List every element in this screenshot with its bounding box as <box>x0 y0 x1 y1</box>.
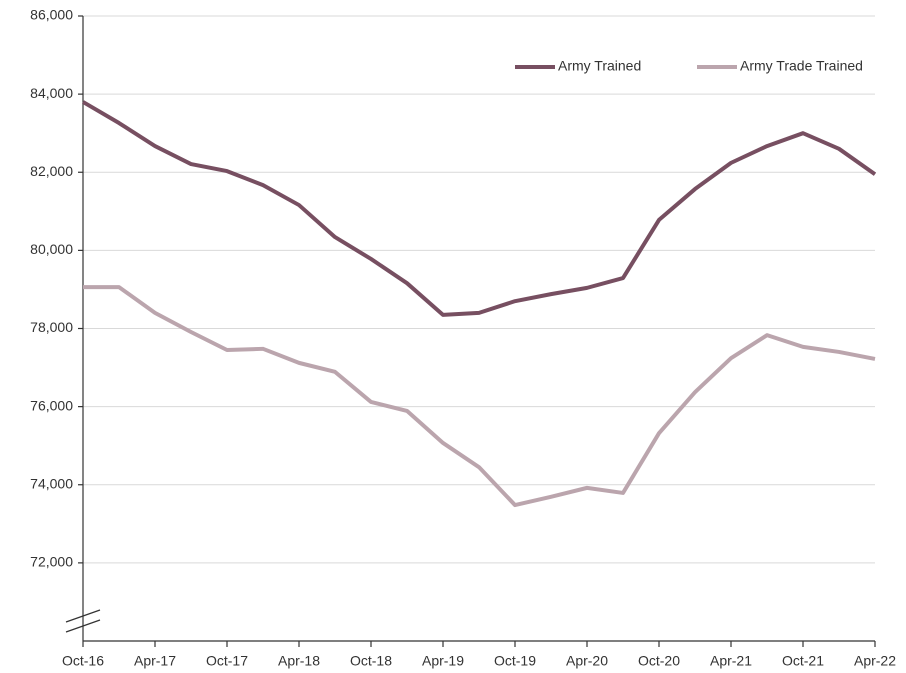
axis-break <box>65 609 101 623</box>
series-line <box>81 100 877 317</box>
x-tick-label: Oct-17 <box>206 653 248 669</box>
x-tick-label: Oct-21 <box>782 653 824 669</box>
x-tick-label: Apr-19 <box>422 653 464 669</box>
legend-label: Army Trained <box>558 58 641 74</box>
y-tick-label: 82,000 <box>30 163 73 179</box>
axis-break <box>65 619 101 633</box>
y-tick-label: 72,000 <box>30 554 73 570</box>
legend-label: Army Trade Trained <box>740 58 863 74</box>
y-tick-label: 80,000 <box>30 241 73 257</box>
y-tick-label: 74,000 <box>30 475 73 491</box>
series-line <box>83 285 876 508</box>
x-tick-label: Apr-17 <box>134 653 176 669</box>
x-tick-label: Oct-16 <box>62 653 104 669</box>
x-tick-label: Apr-20 <box>566 653 608 669</box>
y-tick-label: 78,000 <box>30 319 73 335</box>
y-tick-label: 84,000 <box>30 85 73 101</box>
y-tick-label: 76,000 <box>30 397 73 413</box>
x-tick-label: Apr-22 <box>854 653 896 669</box>
x-tick-label: Oct-19 <box>494 653 536 669</box>
x-tick-label: Oct-20 <box>638 653 680 669</box>
x-tick-label: Apr-21 <box>710 653 752 669</box>
x-tick-label: Apr-18 <box>278 653 320 669</box>
y-tick-label: 86,000 <box>30 7 73 23</box>
x-tick-label: Oct-18 <box>350 653 392 669</box>
